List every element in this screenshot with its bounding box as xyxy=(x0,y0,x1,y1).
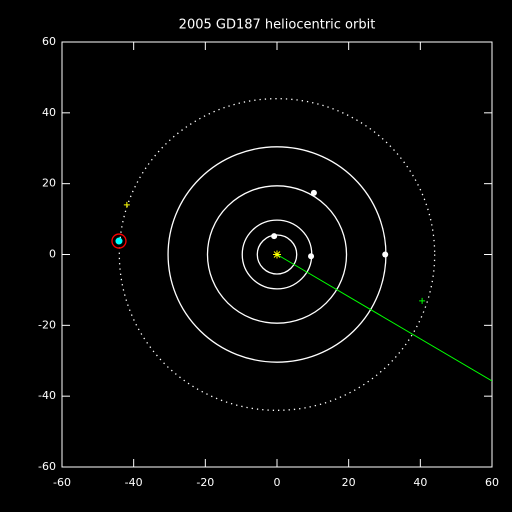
x-tick-label: 60 xyxy=(485,476,499,489)
x-tick-label: -60 xyxy=(53,476,71,489)
object-ring xyxy=(111,233,127,249)
plus-marker xyxy=(123,201,130,208)
y-tick-label: 0 xyxy=(49,248,56,261)
x-tick-label: -20 xyxy=(196,476,214,489)
chart-title: 2005 GD187 heliocentric orbit xyxy=(179,18,376,33)
object-orbit xyxy=(118,98,436,411)
plus-marker xyxy=(419,297,426,304)
y-tick-label: 40 xyxy=(42,106,56,119)
object xyxy=(115,237,123,245)
planet xyxy=(310,189,317,196)
x-tick-label: 40 xyxy=(413,476,427,489)
planet-orbit xyxy=(256,234,298,275)
planet xyxy=(271,233,278,240)
x-tick-label: 0 xyxy=(274,476,281,489)
y-tick-label: -20 xyxy=(38,318,56,331)
y-tick-label: -60 xyxy=(38,460,56,473)
planet-orbit xyxy=(206,185,348,324)
y-tick-label: 20 xyxy=(42,177,56,190)
direction-line xyxy=(276,254,492,382)
sun xyxy=(273,250,281,259)
planet xyxy=(382,251,389,258)
x-tick-label: -40 xyxy=(125,476,143,489)
y-tick-label: -40 xyxy=(38,389,56,402)
planet xyxy=(308,253,315,260)
x-tick-label: 20 xyxy=(342,476,356,489)
plot-area xyxy=(111,98,492,411)
y-tick-label: 60 xyxy=(42,35,56,48)
